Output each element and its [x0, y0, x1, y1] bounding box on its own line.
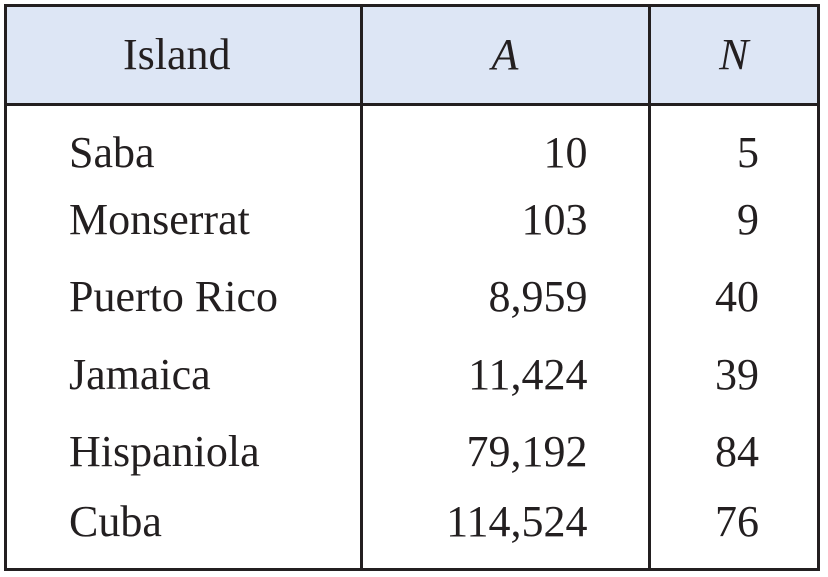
header-island: Island — [7, 7, 363, 106]
island-table: Island A N Saba 10 5 Monserrat 103 9 Pue… — [4, 4, 820, 571]
cell-n: 76 — [715, 497, 759, 547]
table-row: Saba 10 5 — [7, 104, 817, 182]
cell-a: 103 — [361, 181, 651, 259]
cell-n: 9 — [737, 194, 759, 244]
header-row: Island A N — [7, 7, 817, 106]
header-n: N — [649, 7, 817, 106]
table-row: Cuba 114,524 76 — [7, 490, 817, 568]
cell-a: 11,424 — [361, 335, 651, 414]
cell-island: Cuba — [7, 490, 363, 568]
cell-island: Jamaica — [7, 335, 363, 414]
cell-island: Hispaniola — [7, 413, 363, 491]
cell-a: 79,192 — [361, 413, 651, 491]
data-table: Island A N Saba 10 5 Monserrat 103 9 Pue… — [7, 7, 817, 568]
cell-a: 8,959 — [361, 258, 651, 336]
cell-island: Monserrat — [7, 181, 363, 259]
table-row: Hispaniola 79,192 84 — [7, 413, 817, 491]
table-body: Saba 10 5 Monserrat 103 9 Puerto Rico 8,… — [7, 104, 817, 568]
table-row: Puerto Rico 8,959 40 — [7, 258, 817, 336]
cell-island: Puerto Rico — [7, 258, 363, 336]
cell-n: 39 — [715, 349, 759, 399]
header-a: A — [361, 7, 651, 106]
table-header: Island A N — [7, 7, 817, 106]
cell-n: 84 — [715, 426, 759, 476]
cell-island: Saba — [7, 104, 363, 182]
cell-a: 114,524 — [361, 490, 651, 568]
cell-n: 5 — [737, 128, 759, 178]
cell-n: 40 — [715, 272, 759, 322]
cell-a: 10 — [361, 104, 651, 182]
table-row: Monserrat 103 9 — [7, 181, 817, 259]
table-row: Jamaica 11,424 39 — [7, 335, 817, 414]
